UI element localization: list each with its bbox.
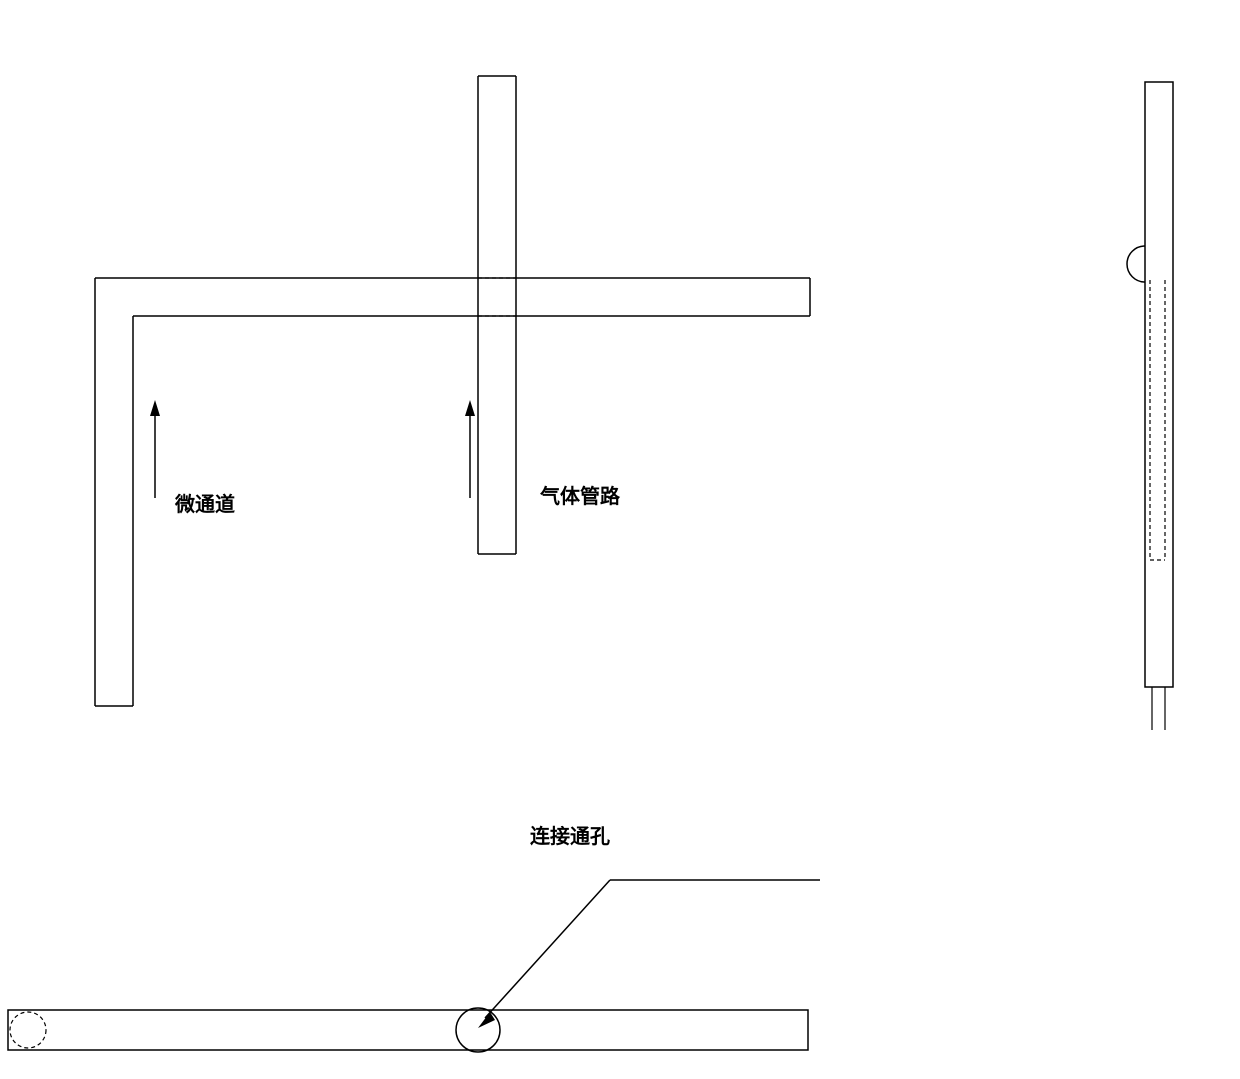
label-microchannel: 微通道 [175,488,235,517]
technical-diagram: 微通道 气体管路 连接通孔 [0,0,1240,1079]
side-view [1127,82,1173,730]
intersection-dashed [478,278,516,316]
label-connection-hole: 连接通孔 [530,820,610,849]
bottom-view [8,880,820,1052]
gas-pipe-vertical [478,76,516,554]
label-gas-pipeline: 气体管路 [540,480,620,509]
left-vertical-channel [95,278,133,706]
arrow-microchannel [150,400,160,498]
arrow-gas-pipeline [465,400,475,498]
horizontal-channel [95,278,810,316]
diagram-svg [0,0,1240,1079]
